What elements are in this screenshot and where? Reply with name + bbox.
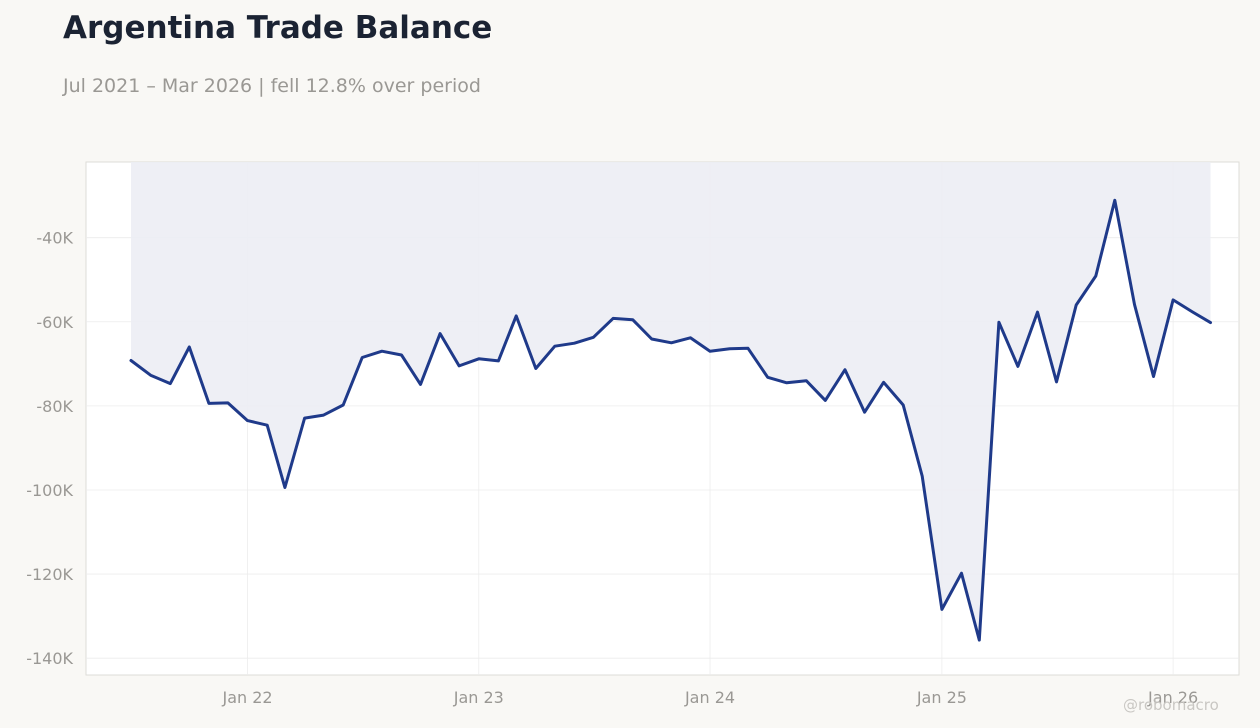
x-axis-ticks: Jan 22 Jan 23 Jan 24 Jan 25 Jan 26 (221, 688, 1198, 707)
x-tick-label: Jan 24 (684, 688, 735, 707)
series-area-fill (131, 162, 1211, 641)
watermark: @robomacro (1123, 696, 1219, 714)
chart-title: Argentina Trade Balance (63, 10, 493, 46)
y-axis-ticks: -40K -60K -80K -100K -120K -140K (26, 229, 73, 668)
x-tick-label: Jan 23 (453, 688, 504, 707)
series-line (129, 198, 1212, 642)
y-tick-label: -120K (26, 565, 73, 584)
y-tick-label: -80K (36, 397, 73, 416)
y-tick-label: -100K (26, 481, 73, 500)
area-layer (131, 162, 1211, 641)
x-tick-label: Jan 26 (1147, 688, 1198, 707)
y-tick-label: -40K (36, 229, 73, 248)
series-layer (129, 198, 1212, 642)
y-tick-label: -140K (26, 649, 73, 668)
x-tick-label: Jan 22 (221, 688, 272, 707)
chart-subtitle: Jul 2021 – Mar 2026 | fell 12.8% over pe… (63, 75, 481, 97)
y-tick-label: -60K (36, 313, 73, 332)
x-tick-label: Jan 25 (916, 688, 967, 707)
